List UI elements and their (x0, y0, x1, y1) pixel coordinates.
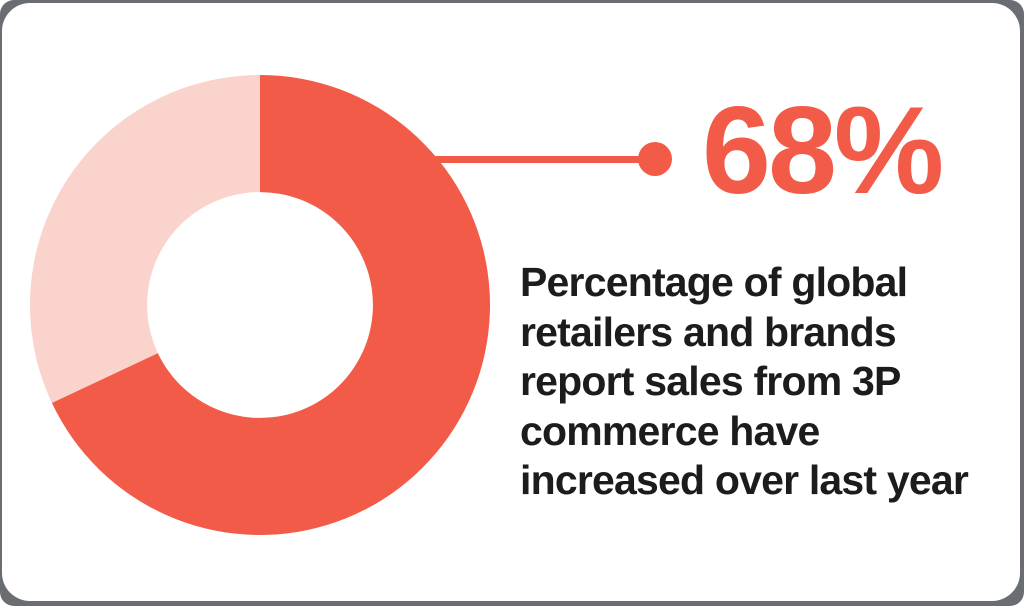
stat-description-line: increased over last year (520, 457, 969, 503)
stat-description-line: retailers and brands (520, 308, 897, 355)
stat-description-line: report sales from 3P (520, 358, 901, 404)
donut-slice (30, 75, 260, 403)
callout-line (432, 156, 640, 163)
callout-dot-icon (638, 142, 672, 176)
stat-description: Percentage of global retailers and brands… (520, 258, 969, 506)
stat-description-line: commerce have (520, 407, 820, 454)
stat-value: 68% (702, 82, 944, 220)
stat-description-line: Percentage of global (520, 259, 908, 305)
donut-chart (30, 75, 490, 535)
stat-card: 68% Percentage of global retailers and br… (2, 3, 1020, 601)
donut-slice (51, 75, 490, 535)
